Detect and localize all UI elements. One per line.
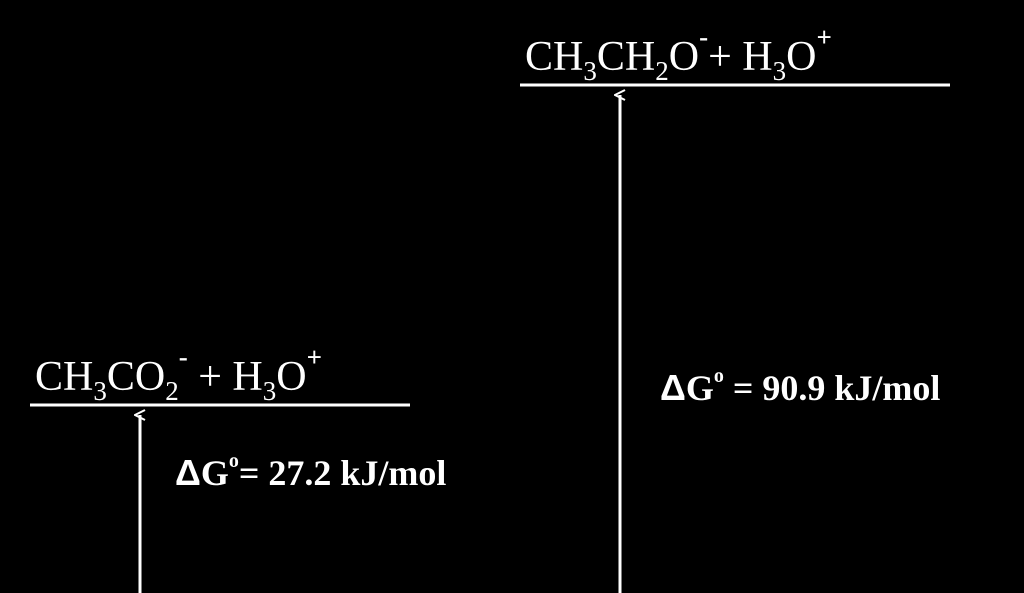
right-delta-g-label: ΔGo = 90.9 kJ/mol	[660, 365, 940, 408]
left-species-label: CH3CO2- + H3O+	[35, 342, 322, 406]
right-species-label: CH3CH2O-+ H3O+	[525, 22, 832, 86]
left-delta-g-label: ΔGo= 27.2 kJ/mol	[175, 450, 446, 493]
